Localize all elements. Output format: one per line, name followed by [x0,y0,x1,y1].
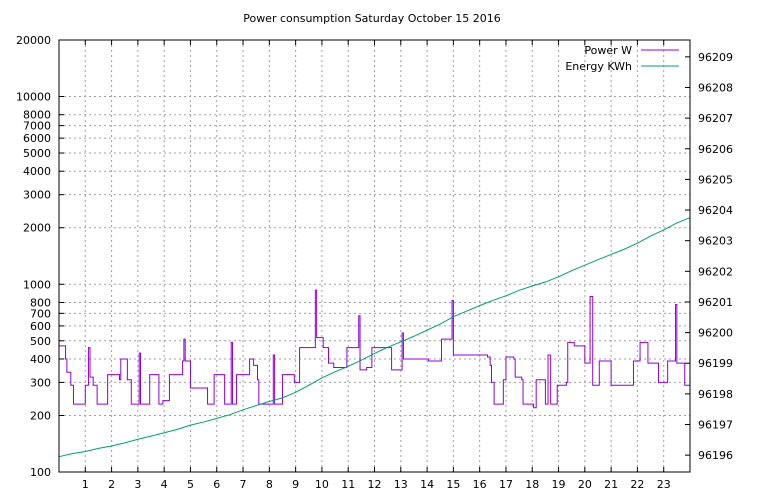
y-tick-label: 5000 [23,147,51,160]
y2-tick-label: 96202 [698,265,733,278]
series-layer [58,217,691,458]
y2-tick-label: 96200 [698,327,733,340]
x-tick-label: 1 [82,478,89,491]
x-tick-label: 10 [315,478,329,491]
y-tick-label: 1000 [23,278,51,291]
y2-tick-label: 96199 [698,357,733,370]
y-tick-label: 2000 [23,222,51,235]
x-tick-label: 23 [657,478,671,491]
y-tick-label: 700 [30,307,51,320]
y-tick-label: 200 [30,409,51,422]
x-tick-label: 6 [213,478,220,491]
y-tick-label: 600 [30,320,51,333]
y-tick-label: 500 [30,335,51,348]
y-tick-label: 300 [30,376,51,389]
x-tick-label: 16 [473,478,487,491]
y2-tick-label: 96196 [698,449,733,462]
y-tick-label: 7000 [23,120,51,133]
x-tick-label: 2 [108,478,115,491]
y-tick-label: 20000 [16,34,51,47]
x-tick-label: 12 [368,478,382,491]
legend-label: Power W [584,44,632,57]
y-tick-label: 800 [30,296,51,309]
x-tick-label: 21 [604,478,618,491]
x-tick-label: 18 [525,478,539,491]
x-tick-label: 11 [341,478,355,491]
x-tick-label: 5 [187,478,194,491]
y-tick-label: 100 [30,466,51,479]
y2-tick-label: 96205 [698,173,733,186]
x-tick-label: 14 [420,478,434,491]
y2-tick-label: 96209 [698,51,733,64]
chart-title: Power consumption Saturday October 15 20… [243,12,501,25]
y2-tick-label: 96198 [698,388,733,401]
x-tick-label: 13 [394,478,408,491]
y-tick-label: 6000 [23,132,51,145]
x-tick-label: 8 [266,478,273,491]
x-tick-label: 17 [499,478,513,491]
legend: Power W Energy KWh [565,44,679,73]
series-line-power-w [59,289,690,409]
y2-tick-label: 96203 [698,235,733,248]
y-tick-label: 3000 [23,189,51,202]
grid-layer [59,39,690,473]
axis-layer: 1 2 3 4 5 6 7 8 9 10 11 12 13 14 15 16 17 18 19 20 21 22 23100… [16,34,733,491]
y-tick-label: 8000 [23,109,51,122]
legend-label: Energy KWh [565,60,632,73]
x-tick-label: 9 [292,478,299,491]
x-tick-label: 15 [446,478,460,491]
y2-tick-label: 96201 [698,296,733,309]
y2-tick-label: 96208 [698,81,733,94]
x-tick-label: 4 [161,478,168,491]
y-tick-label: 400 [30,353,51,366]
series-line-energy-kwh [58,217,691,458]
x-tick-label: 3 [134,478,141,491]
x-tick-label: 19 [552,478,566,491]
y2-tick-label: 96206 [698,143,733,156]
x-tick-label: 20 [578,478,592,491]
y2-tick-label: 96204 [698,204,733,217]
y2-tick-label: 96197 [698,419,733,432]
y-tick-label: 10000 [16,91,51,104]
y2-tick-label: 96207 [698,112,733,125]
x-tick-label: 22 [630,478,644,491]
y-tick-label: 4000 [23,165,51,178]
x-tick-label: 7 [240,478,247,491]
